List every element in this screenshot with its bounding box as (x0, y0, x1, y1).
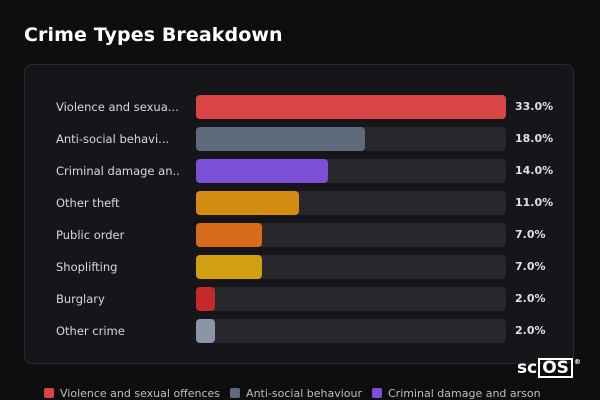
value-label: 2.0% (515, 324, 546, 337)
bar-track (196, 191, 506, 215)
bar[interactable] (196, 319, 215, 343)
bar[interactable] (196, 95, 506, 119)
value-label: 7.0% (515, 260, 546, 273)
bar[interactable] (196, 191, 300, 215)
value-label: 2.0% (515, 292, 546, 305)
bar-row: Other crime 2.0% (25, 319, 575, 343)
value-label: 11.0% (515, 196, 554, 209)
bar-row: Shoplifting 7.0% (25, 255, 575, 279)
bar-row: Anti-social behavi... 18.0% (25, 127, 575, 151)
value-label: 33.0% (515, 100, 554, 113)
bar-track (196, 319, 506, 343)
bar-track (196, 95, 506, 119)
legend-swatch (44, 388, 54, 398)
chart-title: Crime Types Breakdown (24, 24, 283, 46)
legend-label: Violence and sexual offences (60, 386, 221, 400)
category-label: Other theft (56, 196, 120, 210)
bar[interactable] (196, 255, 262, 279)
bar-track (196, 127, 506, 151)
bar[interactable] (196, 127, 366, 151)
logo-registered-mark: ® (573, 358, 581, 366)
legend-label: Criminal damage and arson (388, 386, 541, 400)
category-label: Violence and sexua... (56, 100, 179, 114)
category-label: Criminal damage an... (56, 164, 180, 178)
category-label: Other crime (56, 324, 125, 338)
legend-swatch (372, 388, 382, 398)
legend: Violence and sexual offences Anti-social … (44, 386, 541, 400)
logo-box: OS (538, 358, 573, 378)
legend-item[interactable]: Violence and sexual offences (44, 387, 220, 400)
bar-track (196, 223, 506, 247)
brand-logo: sc OS ® (517, 358, 581, 378)
bar-track (196, 159, 506, 183)
legend-item[interactable]: Anti-social behaviour (230, 387, 362, 400)
category-label: Shoplifting (56, 260, 118, 274)
legend-label: Anti-social behaviour (246, 386, 362, 400)
category-label: Anti-social behavi... (56, 132, 170, 146)
bar[interactable] (196, 159, 328, 183)
bar[interactable] (196, 223, 262, 247)
bar-row: Burglary 2.0% (25, 287, 575, 311)
legend-swatch (230, 388, 241, 398)
chart-card: Violence and sexua... 33.0% Anti-social be… (24, 64, 574, 364)
bar-row: Other theft 11.0% (25, 191, 575, 215)
value-label: 7.0% (515, 228, 546, 241)
bar[interactable] (196, 287, 215, 311)
bar-row: Criminal damage an... 14.0% (25, 159, 575, 183)
bar-row: Public order 7.0% (25, 223, 575, 247)
logo-prefix: sc (517, 358, 538, 378)
category-label: Public order (56, 228, 125, 242)
bar-track (196, 287, 506, 311)
value-label: 14.0% (515, 164, 554, 177)
bar-row: Violence and sexua... 33.0% (25, 95, 575, 119)
legend-item[interactable]: Criminal damage and arson (372, 387, 541, 400)
bar-track (196, 255, 506, 279)
category-label: Burglary (56, 292, 105, 306)
value-label: 18.0% (515, 132, 554, 145)
